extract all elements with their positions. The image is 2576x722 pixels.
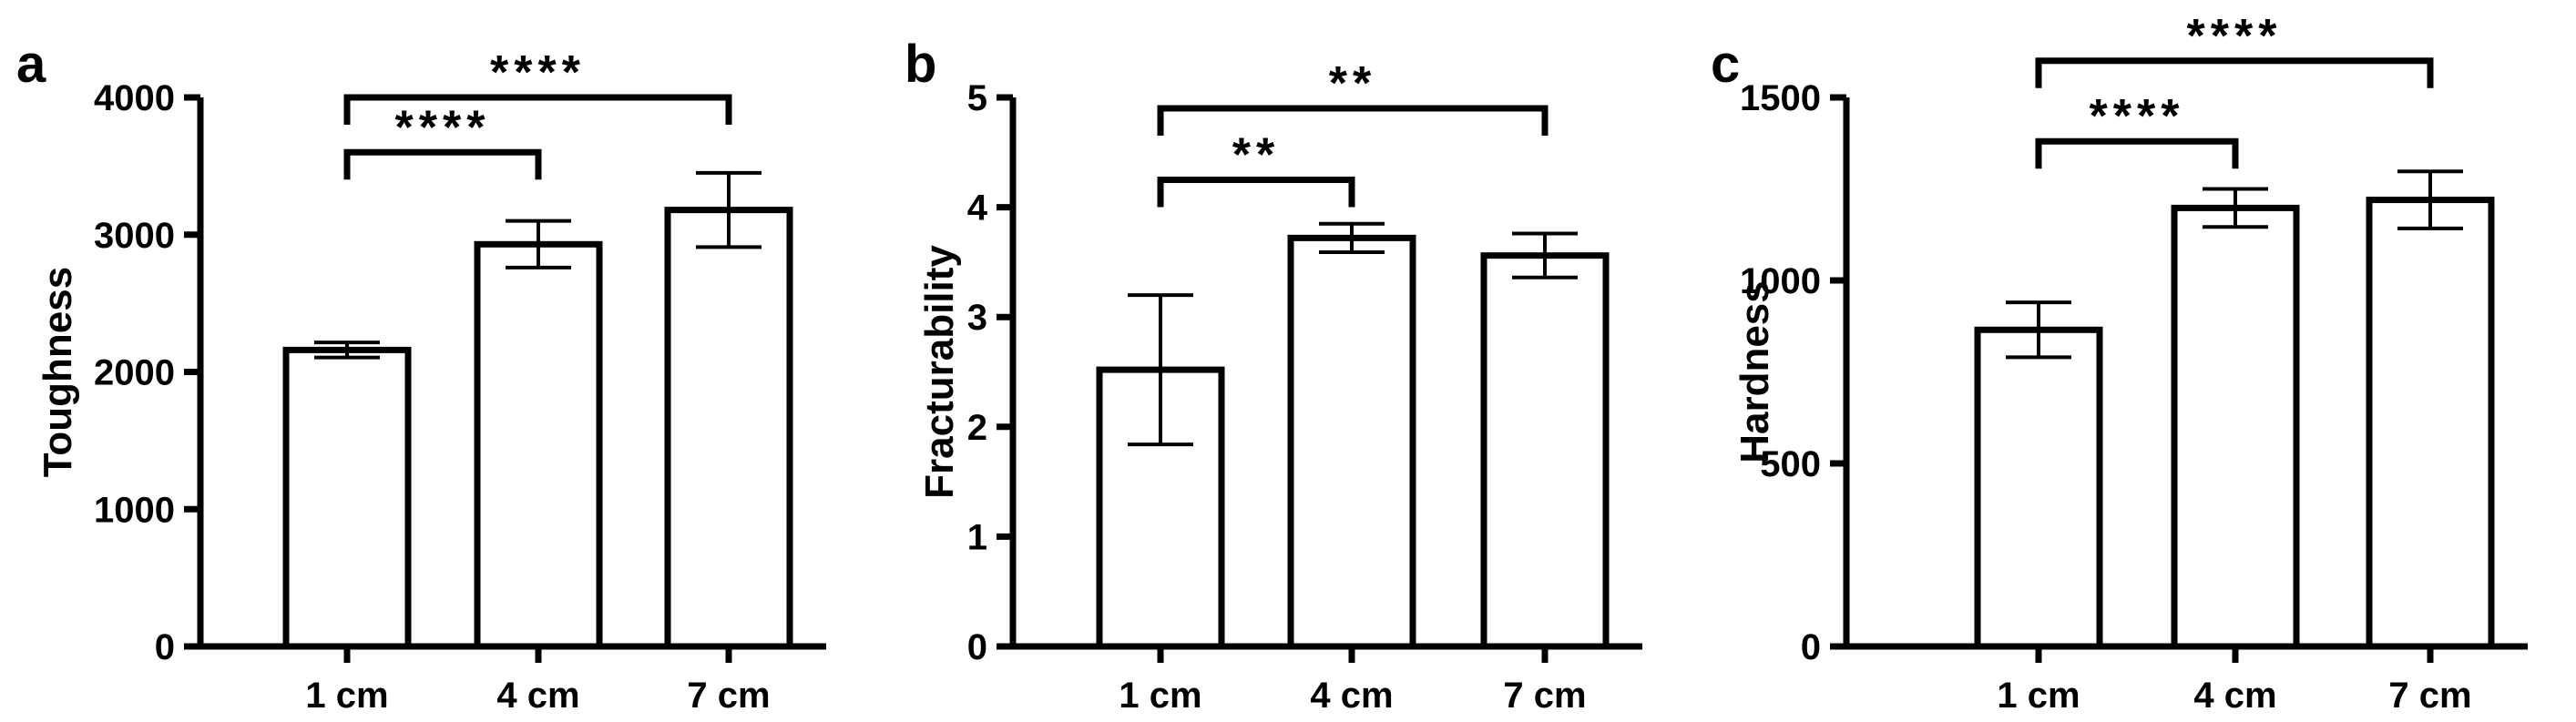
y-axis-title: Fracturability (917, 245, 962, 499)
significance-label: **** (2187, 10, 2283, 63)
significance-label: **** (2090, 90, 2185, 143)
y-tick-label: 4000 (94, 78, 175, 118)
chart-panel-b: b 0 1 2 3 4 5 Fracturability 1 cm 4 cm 7 cm ** ** (905, 35, 1642, 716)
significance-bracket (2035, 137, 2239, 169)
y-tick-label: 0 (155, 627, 175, 667)
bar (1287, 234, 1416, 650)
bar (664, 207, 793, 650)
y-tick-label: 1 (967, 517, 987, 557)
x-tick-label: 7 cm (687, 676, 770, 716)
significance-label: ** (1232, 128, 1280, 181)
significance-bracket (2035, 57, 2434, 88)
y-tick-label: 0 (967, 627, 987, 667)
x-tick-label: 1 cm (1119, 676, 1201, 716)
panel-label: c (1711, 35, 1740, 94)
x-tick-label: 4 cm (1310, 676, 1393, 716)
y-tick-label: 0 (1801, 627, 1821, 667)
y-tick-label: 3 (967, 298, 987, 338)
y-axis-title: Hardness (1733, 280, 1777, 463)
bar (1480, 252, 1610, 650)
y-tick-label: 4 (967, 188, 988, 229)
x-tick-label: 1 cm (1997, 676, 2080, 716)
y-tick-label: 1500 (1740, 78, 1821, 118)
panel-label: b (905, 35, 936, 94)
y-tick-label: 2000 (94, 353, 175, 393)
significance-bracket (1157, 176, 1355, 208)
y-axis-title: Toughness (36, 267, 80, 477)
y-tick-label: 2 (967, 408, 987, 448)
bar (2366, 197, 2495, 650)
bar (2171, 204, 2300, 650)
x-tick-label: 4 cm (496, 676, 579, 716)
significance-bracket (343, 94, 732, 125)
y-tick-label: 3000 (94, 216, 175, 256)
significance-label: **** (490, 46, 586, 99)
x-tick-label: 7 cm (1503, 676, 1586, 716)
x-tick-label: 4 cm (2193, 676, 2276, 716)
chart-panel-a: a 0 1000 2000 3000 4000 Toughness 1 cm 4 cm 7 cm *… (16, 35, 826, 716)
bar (474, 240, 603, 650)
chart-panel-c: c 0 500 1000 1500 Hardness 1 cm 4 cm 7 cm *******… (1711, 10, 2528, 716)
bar (282, 346, 412, 650)
y-tick-label: 500 (1760, 444, 1821, 484)
y-tick-label: 1000 (1740, 261, 1821, 301)
significance-bracket (1157, 105, 1549, 137)
y-tick-label: 5 (967, 78, 987, 118)
significance-bracket (343, 148, 542, 180)
x-tick-label: 7 cm (2388, 676, 2471, 716)
y-tick-label: 1000 (94, 490, 175, 530)
bar (1974, 326, 2103, 650)
x-tick-label: 1 cm (305, 676, 388, 716)
significance-label: ** (1329, 57, 1376, 110)
panel-label: a (16, 35, 46, 94)
significance-label: **** (395, 101, 491, 154)
